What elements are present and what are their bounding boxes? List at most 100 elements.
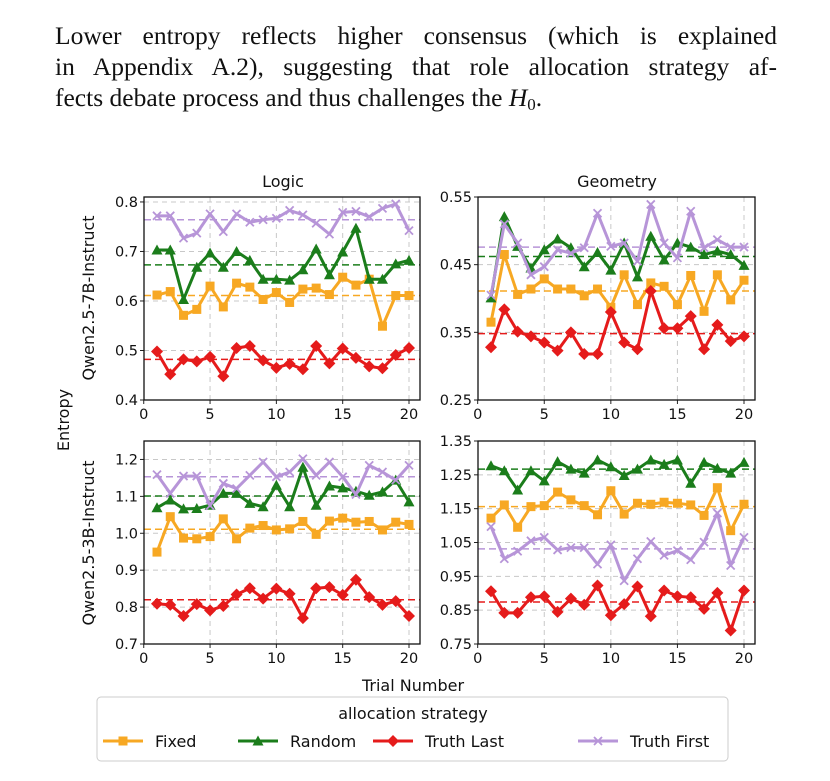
data-point-fixed — [179, 310, 189, 320]
data-point-truth-first — [258, 457, 268, 467]
data-point-truth-first — [566, 542, 576, 553]
data-point-truth-last — [296, 363, 309, 376]
data-point-random — [257, 273, 269, 284]
data-point-random — [244, 254, 256, 265]
data-point-truth-last — [485, 585, 497, 598]
data-point-truth-first — [298, 210, 308, 220]
axes-frame — [477, 196, 756, 401]
data-point-truth-last — [230, 588, 243, 601]
data-point-truth-first — [539, 262, 549, 272]
y-tick-label: 0.6 — [115, 294, 138, 310]
data-point-truth-first — [404, 460, 414, 470]
data-point-truth-first — [526, 536, 536, 546]
data-point-truth-first — [712, 508, 723, 518]
data-point-truth-last — [684, 310, 697, 323]
x-tick-label: 20 — [400, 651, 418, 667]
data-point-fixed — [553, 487, 563, 497]
data-point-truth-last — [243, 582, 256, 595]
data-point-random — [578, 261, 590, 272]
series-truth-first — [486, 508, 749, 586]
data-point-truth-first — [686, 555, 696, 565]
data-point-truth-last — [376, 362, 389, 375]
data-point-truth-first — [218, 478, 228, 489]
data-point-random — [512, 484, 524, 495]
data-point-fixed — [739, 499, 749, 509]
data-point-truth-first — [351, 489, 361, 500]
data-point-fixed — [245, 523, 255, 533]
series-fixed — [486, 483, 749, 536]
data-point-truth-last — [564, 326, 577, 339]
series-truth-last — [485, 285, 750, 360]
data-point-truth-last — [631, 580, 644, 593]
data-point-random — [592, 246, 604, 257]
data-point-truth-last — [711, 586, 724, 599]
data-point-random — [485, 460, 497, 471]
legend: allocation strategy Fixed Random Truth Las… — [96, 696, 729, 762]
data-point-fixed — [218, 514, 228, 524]
data-point-random — [297, 461, 309, 472]
data-point-truth-first — [486, 290, 496, 300]
data-point-truth-last — [336, 588, 349, 601]
data-point-fixed — [566, 284, 576, 294]
chart-panel-1: 0.4 0.5 0.6 0.7 0.8 0 5 10 15 20 — [115, 195, 421, 423]
data-point-truth-first — [377, 467, 388, 477]
series-truth-first — [152, 199, 414, 243]
data-point-truth-first — [391, 475, 401, 485]
x-tick-label: 5 — [540, 651, 549, 667]
data-point-truth-last — [403, 342, 415, 355]
axes-frame — [143, 440, 421, 645]
data-point-fixed — [179, 533, 189, 543]
data-point-truth-first — [712, 234, 723, 245]
data-point-truth-first — [324, 229, 335, 239]
data-point-truth-last — [283, 587, 296, 600]
data-point-truth-first — [552, 545, 563, 555]
data-point-truth-first — [486, 521, 496, 532]
chart-panel-4: 0.75 0.85 0.95 1.05 1.15 1.25 1.35 0 5 10 15 20 — [440, 434, 756, 667]
data-point-random — [403, 254, 415, 265]
data-point-truth-last — [604, 306, 617, 319]
series-random — [151, 222, 415, 304]
data-point-fixed — [672, 498, 682, 508]
data-point-fixed — [726, 526, 736, 536]
y-tick-label: 1.2 — [115, 452, 138, 468]
chart-panel-3: 0.7 0.8 0.9 1.0 1.1 1.2 0 5 10 15 20 — [115, 440, 421, 667]
data-point-truth-first — [619, 576, 629, 586]
paragraph-line-1: Lower entropy reflects higher consensus … — [55, 21, 777, 50]
data-point-truth-first — [739, 242, 749, 252]
data-point-truth-first — [245, 217, 255, 227]
data-point-fixed — [699, 510, 709, 520]
data-point-truth-last — [389, 595, 402, 608]
x-tick-label: 15 — [668, 651, 686, 667]
data-point-truth-last — [217, 370, 230, 383]
data-point-truth-last — [644, 285, 657, 298]
data-point-random — [151, 244, 163, 255]
data-point-truth-first — [606, 540, 616, 550]
x-tick-label: 0 — [473, 651, 482, 667]
data-point-fixed — [232, 278, 242, 288]
data-point-fixed — [311, 529, 321, 539]
data-point-truth-first — [271, 472, 282, 482]
data-point-truth-last — [724, 624, 737, 637]
y-tick-label: 0.7 — [115, 637, 138, 653]
data-point-truth-first — [632, 554, 643, 564]
data-point-random — [191, 261, 203, 272]
data-point-random — [217, 487, 229, 498]
data-point-fixed — [726, 295, 736, 305]
data-point-truth-last — [498, 606, 511, 619]
paragraph-line-2: in Appendix A.2), suggesting that role a… — [55, 52, 777, 81]
data-point-random — [605, 264, 617, 275]
legend-marker-triangle-icon — [252, 735, 264, 746]
data-point-truth-first — [632, 256, 643, 266]
data-point-truth-first — [579, 243, 589, 253]
data-point-truth-last — [363, 591, 376, 604]
data-point-random — [498, 465, 510, 476]
data-point-fixed — [513, 289, 523, 299]
data-point-fixed — [351, 280, 361, 290]
data-point-fixed — [659, 497, 669, 507]
data-point-random — [376, 486, 388, 497]
data-point-fixed — [526, 502, 536, 512]
data-point-random — [191, 503, 203, 514]
series-line-fixed — [156, 275, 409, 328]
data-point-fixed — [404, 519, 414, 529]
data-point-truth-last — [485, 341, 497, 354]
